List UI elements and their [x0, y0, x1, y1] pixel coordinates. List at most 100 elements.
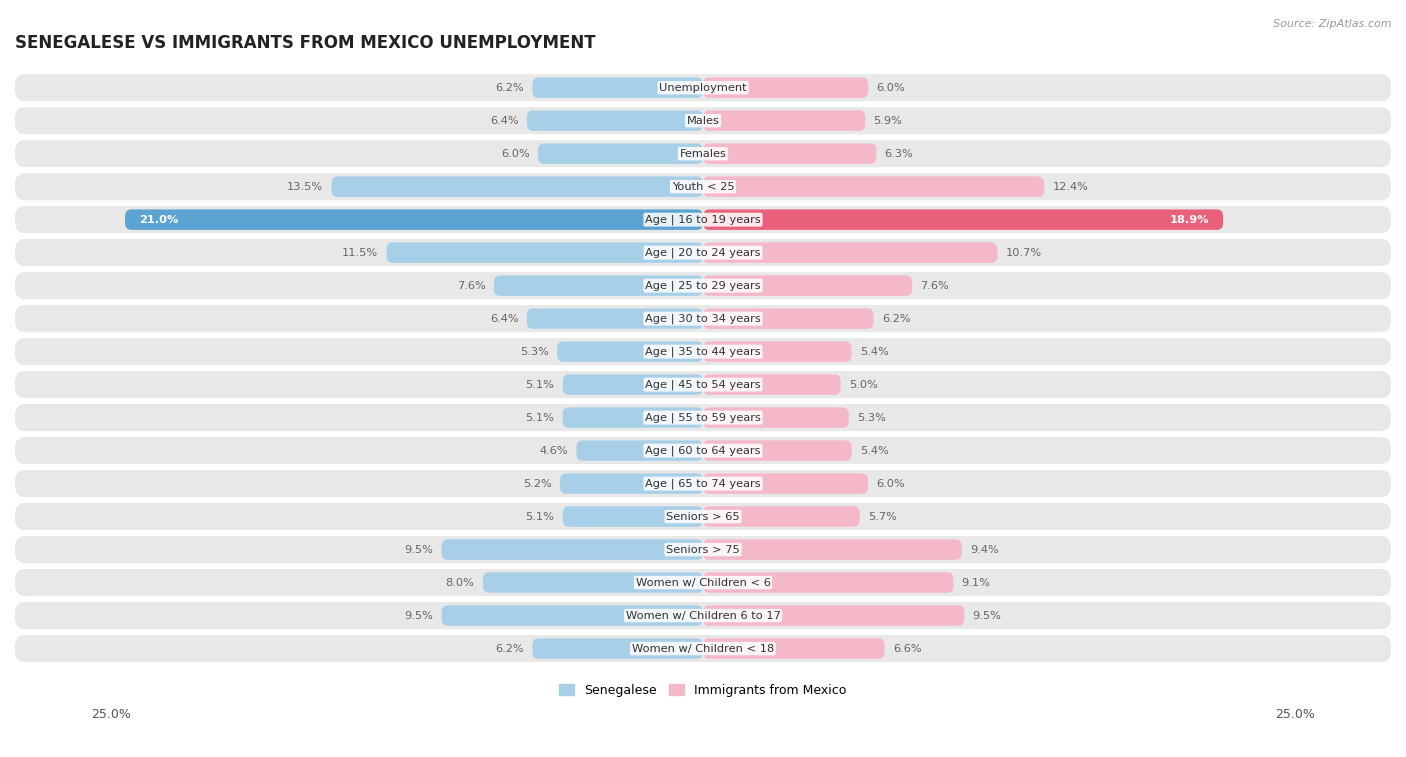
Text: 6.4%: 6.4%	[491, 116, 519, 126]
FancyBboxPatch shape	[562, 375, 703, 395]
FancyBboxPatch shape	[703, 77, 868, 98]
FancyBboxPatch shape	[441, 539, 703, 559]
Text: SENEGALESE VS IMMIGRANTS FROM MEXICO UNEMPLOYMENT: SENEGALESE VS IMMIGRANTS FROM MEXICO UNE…	[15, 34, 596, 52]
FancyBboxPatch shape	[15, 635, 1391, 662]
Text: 5.3%: 5.3%	[520, 347, 548, 357]
Text: 6.0%: 6.0%	[876, 83, 905, 92]
Text: Males: Males	[686, 116, 720, 126]
FancyBboxPatch shape	[15, 206, 1391, 233]
Text: Youth < 25: Youth < 25	[672, 182, 734, 192]
Text: Females: Females	[679, 148, 727, 159]
Text: 21.0%: 21.0%	[139, 215, 179, 225]
FancyBboxPatch shape	[703, 276, 912, 296]
Text: 12.4%: 12.4%	[1053, 182, 1088, 192]
FancyBboxPatch shape	[557, 341, 703, 362]
FancyBboxPatch shape	[576, 441, 703, 461]
FancyBboxPatch shape	[703, 506, 860, 527]
Text: 7.6%: 7.6%	[921, 281, 949, 291]
Text: Unemployment: Unemployment	[659, 83, 747, 92]
FancyBboxPatch shape	[15, 173, 1391, 200]
FancyBboxPatch shape	[533, 638, 703, 659]
Text: Age | 25 to 29 years: Age | 25 to 29 years	[645, 280, 761, 291]
FancyBboxPatch shape	[15, 404, 1391, 431]
FancyBboxPatch shape	[15, 305, 1391, 332]
FancyBboxPatch shape	[703, 308, 873, 329]
Text: 7.6%: 7.6%	[457, 281, 485, 291]
Text: Age | 65 to 74 years: Age | 65 to 74 years	[645, 478, 761, 489]
FancyBboxPatch shape	[562, 407, 703, 428]
Text: 6.6%: 6.6%	[893, 643, 921, 653]
Text: Age | 55 to 59 years: Age | 55 to 59 years	[645, 413, 761, 423]
FancyBboxPatch shape	[703, 242, 997, 263]
Text: Age | 60 to 64 years: Age | 60 to 64 years	[645, 445, 761, 456]
Text: 6.3%: 6.3%	[884, 148, 914, 159]
FancyBboxPatch shape	[703, 210, 1223, 230]
Text: 6.0%: 6.0%	[501, 148, 530, 159]
Text: 6.2%: 6.2%	[495, 643, 524, 653]
Text: 5.9%: 5.9%	[873, 116, 903, 126]
FancyBboxPatch shape	[15, 569, 1391, 596]
Text: 9.5%: 9.5%	[973, 611, 1001, 621]
Text: 9.1%: 9.1%	[962, 578, 991, 587]
FancyBboxPatch shape	[15, 470, 1391, 497]
Text: 5.2%: 5.2%	[523, 478, 551, 488]
FancyBboxPatch shape	[387, 242, 703, 263]
FancyBboxPatch shape	[703, 375, 841, 395]
FancyBboxPatch shape	[527, 111, 703, 131]
FancyBboxPatch shape	[332, 176, 703, 197]
FancyBboxPatch shape	[482, 572, 703, 593]
FancyBboxPatch shape	[15, 338, 1391, 365]
Text: 9.5%: 9.5%	[405, 611, 433, 621]
FancyBboxPatch shape	[703, 473, 868, 494]
FancyBboxPatch shape	[703, 407, 849, 428]
Text: 13.5%: 13.5%	[287, 182, 323, 192]
Text: Women w/ Children < 18: Women w/ Children < 18	[631, 643, 775, 653]
Text: 9.4%: 9.4%	[970, 544, 998, 555]
FancyBboxPatch shape	[562, 506, 703, 527]
Text: Seniors > 65: Seniors > 65	[666, 512, 740, 522]
FancyBboxPatch shape	[703, 176, 1045, 197]
Text: 11.5%: 11.5%	[342, 248, 378, 257]
FancyBboxPatch shape	[703, 572, 953, 593]
Text: Age | 16 to 19 years: Age | 16 to 19 years	[645, 214, 761, 225]
Text: 5.4%: 5.4%	[860, 347, 889, 357]
Text: 6.2%: 6.2%	[495, 83, 524, 92]
FancyBboxPatch shape	[703, 341, 852, 362]
Text: 6.4%: 6.4%	[491, 313, 519, 324]
FancyBboxPatch shape	[15, 140, 1391, 167]
FancyBboxPatch shape	[441, 606, 703, 626]
Text: Seniors > 75: Seniors > 75	[666, 544, 740, 555]
FancyBboxPatch shape	[125, 210, 703, 230]
Text: 25.0%: 25.0%	[91, 708, 131, 721]
Text: Women w/ Children < 6: Women w/ Children < 6	[636, 578, 770, 587]
FancyBboxPatch shape	[538, 143, 703, 164]
Text: 5.1%: 5.1%	[526, 413, 554, 422]
FancyBboxPatch shape	[15, 74, 1391, 101]
Text: Age | 30 to 34 years: Age | 30 to 34 years	[645, 313, 761, 324]
Text: 25.0%: 25.0%	[1275, 708, 1315, 721]
FancyBboxPatch shape	[15, 371, 1391, 398]
FancyBboxPatch shape	[15, 437, 1391, 464]
Text: 4.6%: 4.6%	[540, 446, 568, 456]
FancyBboxPatch shape	[527, 308, 703, 329]
FancyBboxPatch shape	[15, 536, 1391, 563]
FancyBboxPatch shape	[15, 272, 1391, 299]
FancyBboxPatch shape	[703, 441, 852, 461]
FancyBboxPatch shape	[15, 239, 1391, 266]
FancyBboxPatch shape	[15, 503, 1391, 530]
Text: 18.9%: 18.9%	[1170, 215, 1209, 225]
FancyBboxPatch shape	[560, 473, 703, 494]
Text: 6.2%: 6.2%	[882, 313, 911, 324]
Text: Women w/ Children 6 to 17: Women w/ Children 6 to 17	[626, 611, 780, 621]
Text: 10.7%: 10.7%	[1005, 248, 1042, 257]
FancyBboxPatch shape	[703, 111, 865, 131]
FancyBboxPatch shape	[533, 77, 703, 98]
Text: 5.4%: 5.4%	[860, 446, 889, 456]
Text: 5.3%: 5.3%	[858, 413, 886, 422]
Text: 5.7%: 5.7%	[868, 512, 897, 522]
FancyBboxPatch shape	[703, 539, 962, 559]
Text: 6.0%: 6.0%	[876, 478, 905, 488]
Text: 9.5%: 9.5%	[405, 544, 433, 555]
Text: 8.0%: 8.0%	[446, 578, 475, 587]
Text: Age | 20 to 24 years: Age | 20 to 24 years	[645, 248, 761, 258]
